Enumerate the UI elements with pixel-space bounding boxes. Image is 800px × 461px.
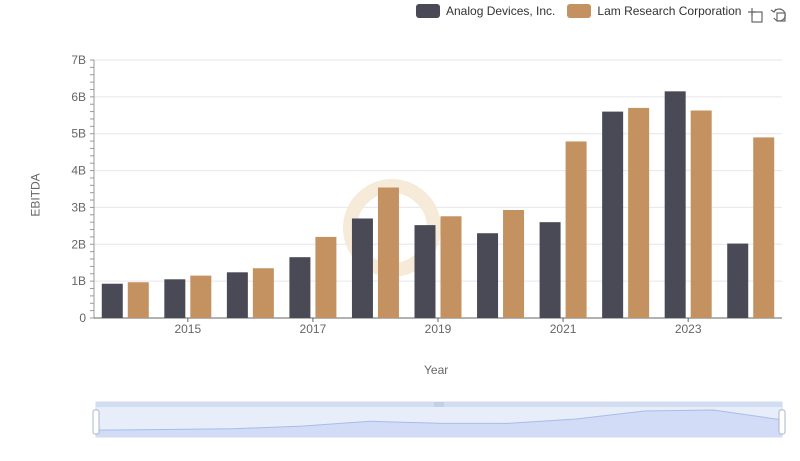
bar-analog-devices	[602, 111, 624, 318]
x-axis-title: Year	[424, 363, 449, 377]
y-tick-label: 3B	[71, 200, 86, 214]
legend-label-analog-devices: Analog Devices, Inc.	[446, 4, 556, 18]
y-tick-label: 7B	[71, 53, 86, 67]
bar-analog-devices	[727, 243, 749, 318]
bar-lam-research	[503, 210, 525, 318]
bar-analog-devices	[289, 257, 311, 318]
toolbox	[746, 6, 788, 24]
y-tick-label: 4B	[71, 164, 86, 178]
datazoom-handle-left[interactable]	[92, 409, 100, 435]
x-tick-label: 2017	[300, 322, 327, 336]
zoom-icon[interactable]	[746, 6, 764, 24]
bar-analog-devices	[477, 233, 499, 318]
bar-analog-devices	[414, 225, 436, 318]
bar-analog-devices	[664, 91, 686, 318]
bar-analog-devices	[164, 279, 186, 318]
x-tick-label: 2023	[675, 322, 702, 336]
y-tick-label: 6B	[71, 90, 86, 104]
legend-item-analog-devices[interactable]: Analog Devices, Inc.	[416, 4, 555, 18]
legend-item-lam-research[interactable]: Lam Research Corporation	[567, 4, 741, 18]
y-tick-label: 1B	[71, 274, 86, 288]
y-tick-label: 2B	[71, 237, 86, 251]
x-tick-label: 2021	[550, 322, 577, 336]
bar-lam-research	[690, 110, 712, 318]
restore-icon[interactable]	[770, 6, 788, 24]
datazoom-line	[95, 409, 783, 431]
legend: Analog Devices, Inc. Lam Research Corpor…	[416, 4, 741, 18]
datazoom-handle-right[interactable]	[778, 409, 786, 435]
x-tick-label: 2019	[425, 322, 452, 336]
legend-swatch-lam-research	[567, 4, 592, 18]
bar-analog-devices	[101, 283, 123, 318]
datazoom-grip	[434, 402, 444, 407]
y-tick-label: 0	[79, 311, 86, 325]
y-axis-title: EBITDA	[28, 173, 43, 217]
bar-lam-research	[565, 141, 587, 318]
bar-lam-research	[190, 275, 212, 318]
bar-lam-research	[377, 187, 399, 318]
bar-analog-devices	[351, 218, 373, 318]
bar-lam-research	[753, 137, 775, 318]
bar-lam-research	[628, 107, 650, 319]
bar-analog-devices	[226, 272, 248, 318]
bar-lam-research	[440, 216, 462, 318]
x-tick-label: 2015	[174, 322, 201, 336]
y-tick-label: 5B	[71, 127, 86, 141]
bar-lam-research	[315, 236, 337, 318]
bar-lam-research	[127, 282, 149, 318]
legend-swatch-analog-devices	[416, 4, 440, 18]
bar-analog-devices	[539, 222, 561, 318]
legend-label-lam-research: Lam Research Corporation	[597, 4, 742, 18]
bar-lam-research	[252, 268, 274, 318]
